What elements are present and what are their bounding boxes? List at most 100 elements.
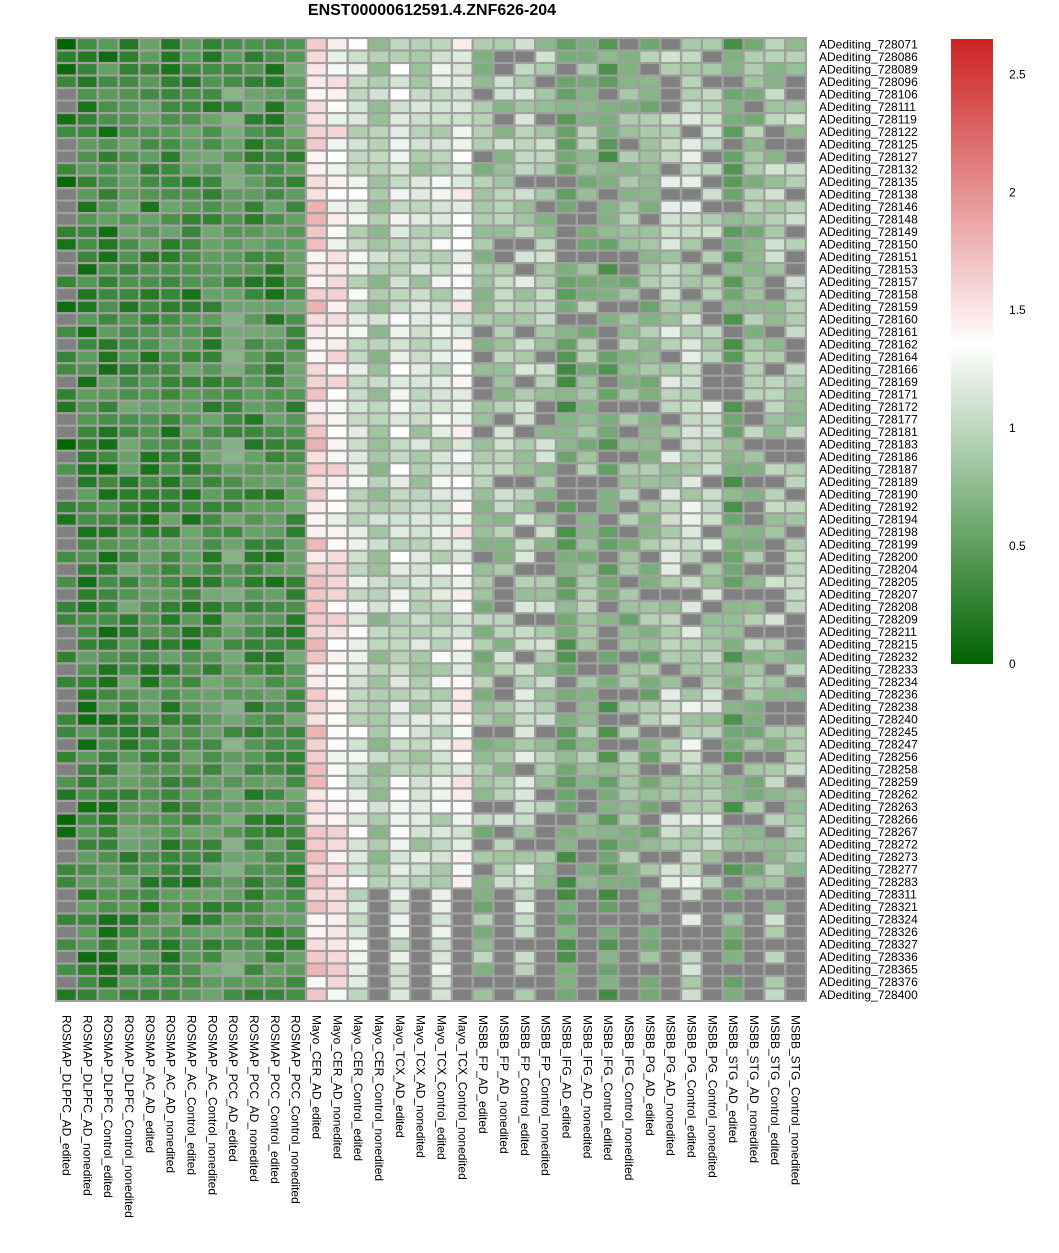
heatmap-cell [723, 426, 743, 438]
heatmap-cell [703, 201, 722, 212]
heatmap-cell [786, 977, 805, 988]
heatmap-cell [328, 776, 347, 788]
heatmap-cell [578, 601, 597, 613]
heatmap-cell [411, 126, 430, 137]
heatmap-cell [203, 889, 222, 900]
heatmap-cell [78, 977, 97, 988]
row-label: ADediting_728111 [819, 100, 916, 114]
heatmap-cell [140, 576, 159, 588]
heatmap-cell [328, 101, 347, 112]
heatmap-cell [244, 276, 264, 288]
heatmap-cell [744, 114, 764, 125]
heatmap-cell [557, 827, 576, 838]
heatmap-cell [369, 601, 389, 613]
heatmap-cell [140, 776, 159, 788]
heatmap-cell [536, 689, 555, 700]
heatmap-cell [723, 151, 743, 162]
heatmap-cell [286, 964, 305, 975]
heatmap-cell [390, 89, 409, 100]
heatmap-cell [161, 214, 180, 225]
heatmap-cell [682, 239, 701, 250]
heatmap-cell [140, 889, 159, 900]
heatmap-cell [723, 839, 743, 850]
column-label: ROSMAP_AC_Control_edited [184, 1015, 198, 1175]
heatmap-cell [661, 551, 680, 563]
heatmap-cell [536, 189, 555, 200]
heatmap-cell [57, 314, 76, 325]
heatmap-cell [369, 264, 389, 275]
heatmap-cell [98, 401, 118, 413]
heatmap-cell [161, 414, 180, 425]
heatmap-cell [348, 927, 368, 938]
heatmap-cell [348, 977, 368, 988]
heatmap-cell [640, 276, 659, 288]
heatmap-cell [619, 614, 639, 625]
heatmap-cell [786, 364, 805, 375]
heatmap-cell [640, 51, 659, 62]
heatmap-cell [578, 864, 597, 875]
heatmap-cell [265, 864, 284, 875]
heatmap-cell [223, 351, 243, 363]
heatmap-cell [494, 214, 514, 225]
heatmap-cell [203, 539, 222, 550]
heatmap-cell [494, 401, 514, 413]
heatmap-cell [119, 927, 139, 938]
heatmap-cell [432, 226, 451, 238]
heatmap-cell [703, 489, 722, 500]
heatmap-cell [598, 952, 618, 963]
heatmap-cell [494, 802, 514, 813]
heatmap-cell [182, 827, 201, 838]
heatmap-cell [182, 389, 201, 400]
heatmap-cell [286, 289, 305, 300]
heatmap-cell [78, 751, 97, 763]
heatmap-cell [453, 101, 472, 112]
row-label: ADediting_728266 [819, 813, 918, 827]
heatmap-cell [765, 802, 784, 813]
heatmap-cell [223, 251, 243, 263]
heatmap-cell [411, 51, 430, 62]
heatmap-cell [307, 676, 326, 688]
heatmap-cell [765, 952, 784, 963]
heatmap-cell [786, 114, 805, 125]
heatmap-cell [640, 501, 659, 513]
heatmap-cell [515, 576, 534, 588]
heatmap-cell [119, 952, 139, 963]
heatmap-cell [619, 564, 639, 575]
heatmap-cell [682, 51, 701, 62]
heatmap-cell [682, 414, 701, 425]
heatmap-cell [515, 614, 534, 625]
heatmap-cell [661, 576, 680, 588]
heatmap-cell [328, 551, 347, 563]
heatmap-cell [307, 251, 326, 263]
heatmap-cell [328, 114, 347, 125]
heatmap-cell [619, 739, 639, 750]
heatmap-cell [286, 864, 305, 875]
heatmap-cell [369, 289, 389, 300]
heatmap-cell [244, 214, 264, 225]
heatmap-cell [494, 714, 514, 725]
heatmap-cell [390, 476, 409, 488]
heatmap-cell [703, 76, 722, 87]
heatmap-cell [119, 114, 139, 125]
heatmap-cell [98, 376, 118, 388]
heatmap-cell [557, 814, 576, 825]
heatmap-cell [703, 827, 722, 838]
heatmap-cell [786, 789, 805, 800]
heatmap-cell [98, 126, 118, 137]
heatmap-cell [140, 239, 159, 250]
heatmap-cell [203, 676, 222, 688]
heatmap-cell [744, 902, 764, 913]
heatmap-cell [432, 326, 451, 338]
heatmap-cell [411, 276, 430, 288]
heatmap-cell [286, 189, 305, 200]
heatmap-cell [682, 939, 701, 950]
heatmap-cell [744, 927, 764, 938]
heatmap-cell [598, 301, 618, 313]
heatmap-cell [515, 251, 534, 263]
heatmap-cell [348, 126, 368, 137]
heatmap-cell [473, 214, 493, 225]
heatmap-cell [557, 426, 576, 438]
heatmap-cell [369, 902, 389, 913]
heatmap-cell [598, 614, 618, 625]
heatmap-cell [723, 114, 743, 125]
